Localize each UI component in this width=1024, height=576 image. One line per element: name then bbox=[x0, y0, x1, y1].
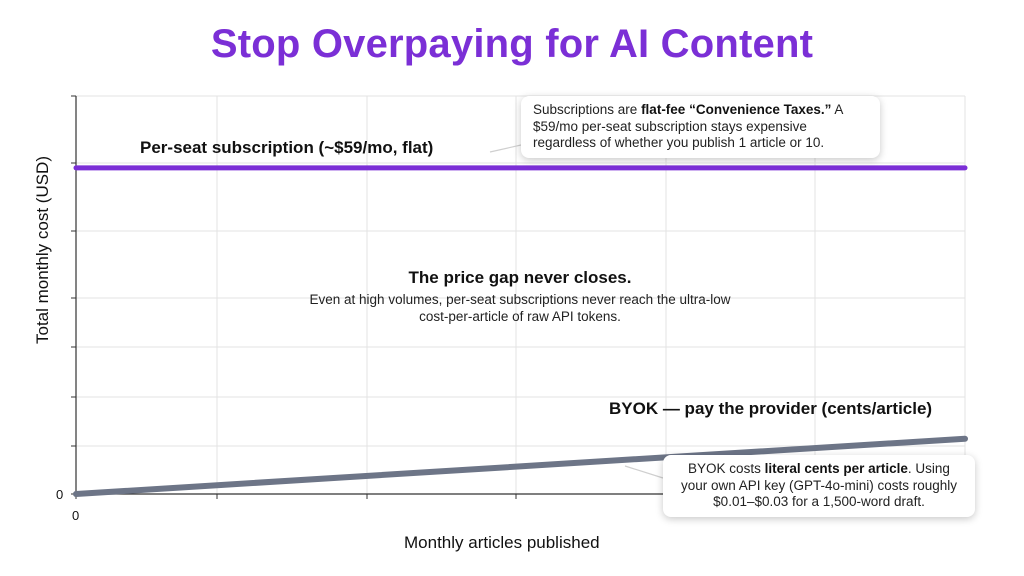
byok-callout-emphasis: literal cents per article bbox=[764, 461, 908, 476]
byok-callout-lead: BYOK costs bbox=[688, 461, 765, 476]
x-tick-label: 0 bbox=[72, 508, 80, 523]
subscription-callout: Subscriptions are flat-fee “Convenience … bbox=[521, 96, 880, 158]
byok-series-label: BYOK — pay the provider (cents/article) bbox=[609, 399, 933, 418]
subscription-callout-connector bbox=[489, 144, 522, 153]
chart-title: Stop Overpaying for AI Content bbox=[210, 22, 814, 66]
price-gap-note: The price gap never closes. Even at high… bbox=[300, 268, 740, 325]
subscription-callout-emphasis: flat-fee “Convenience Taxes.” bbox=[641, 102, 832, 117]
byok-callout-connector bbox=[624, 465, 664, 479]
x-axis-label: Monthly articles published bbox=[404, 533, 600, 552]
subscription-series-label: Per-seat subscription (~$59/mo, flat) bbox=[140, 138, 434, 157]
y-axis-label: Total monthly cost (USD) bbox=[33, 156, 52, 344]
byok-callout-body: . Using your own API key (GPT-4o-mini) c… bbox=[680, 461, 958, 509]
y-tick-label: 0 bbox=[56, 487, 64, 502]
byok-callout: BYOK costs literal cents per article. Us… bbox=[663, 455, 975, 517]
byok-series-line bbox=[73, 435, 968, 497]
subscription-callout-lead: Subscriptions are bbox=[533, 102, 642, 117]
subscription-callout-body: A $59/mo per-seat subscription stays exp… bbox=[533, 102, 843, 150]
price-gap-heading: The price gap never closes. bbox=[408, 268, 632, 287]
price-gap-body: Even at high volumes, per-seat subscript… bbox=[309, 292, 731, 324]
